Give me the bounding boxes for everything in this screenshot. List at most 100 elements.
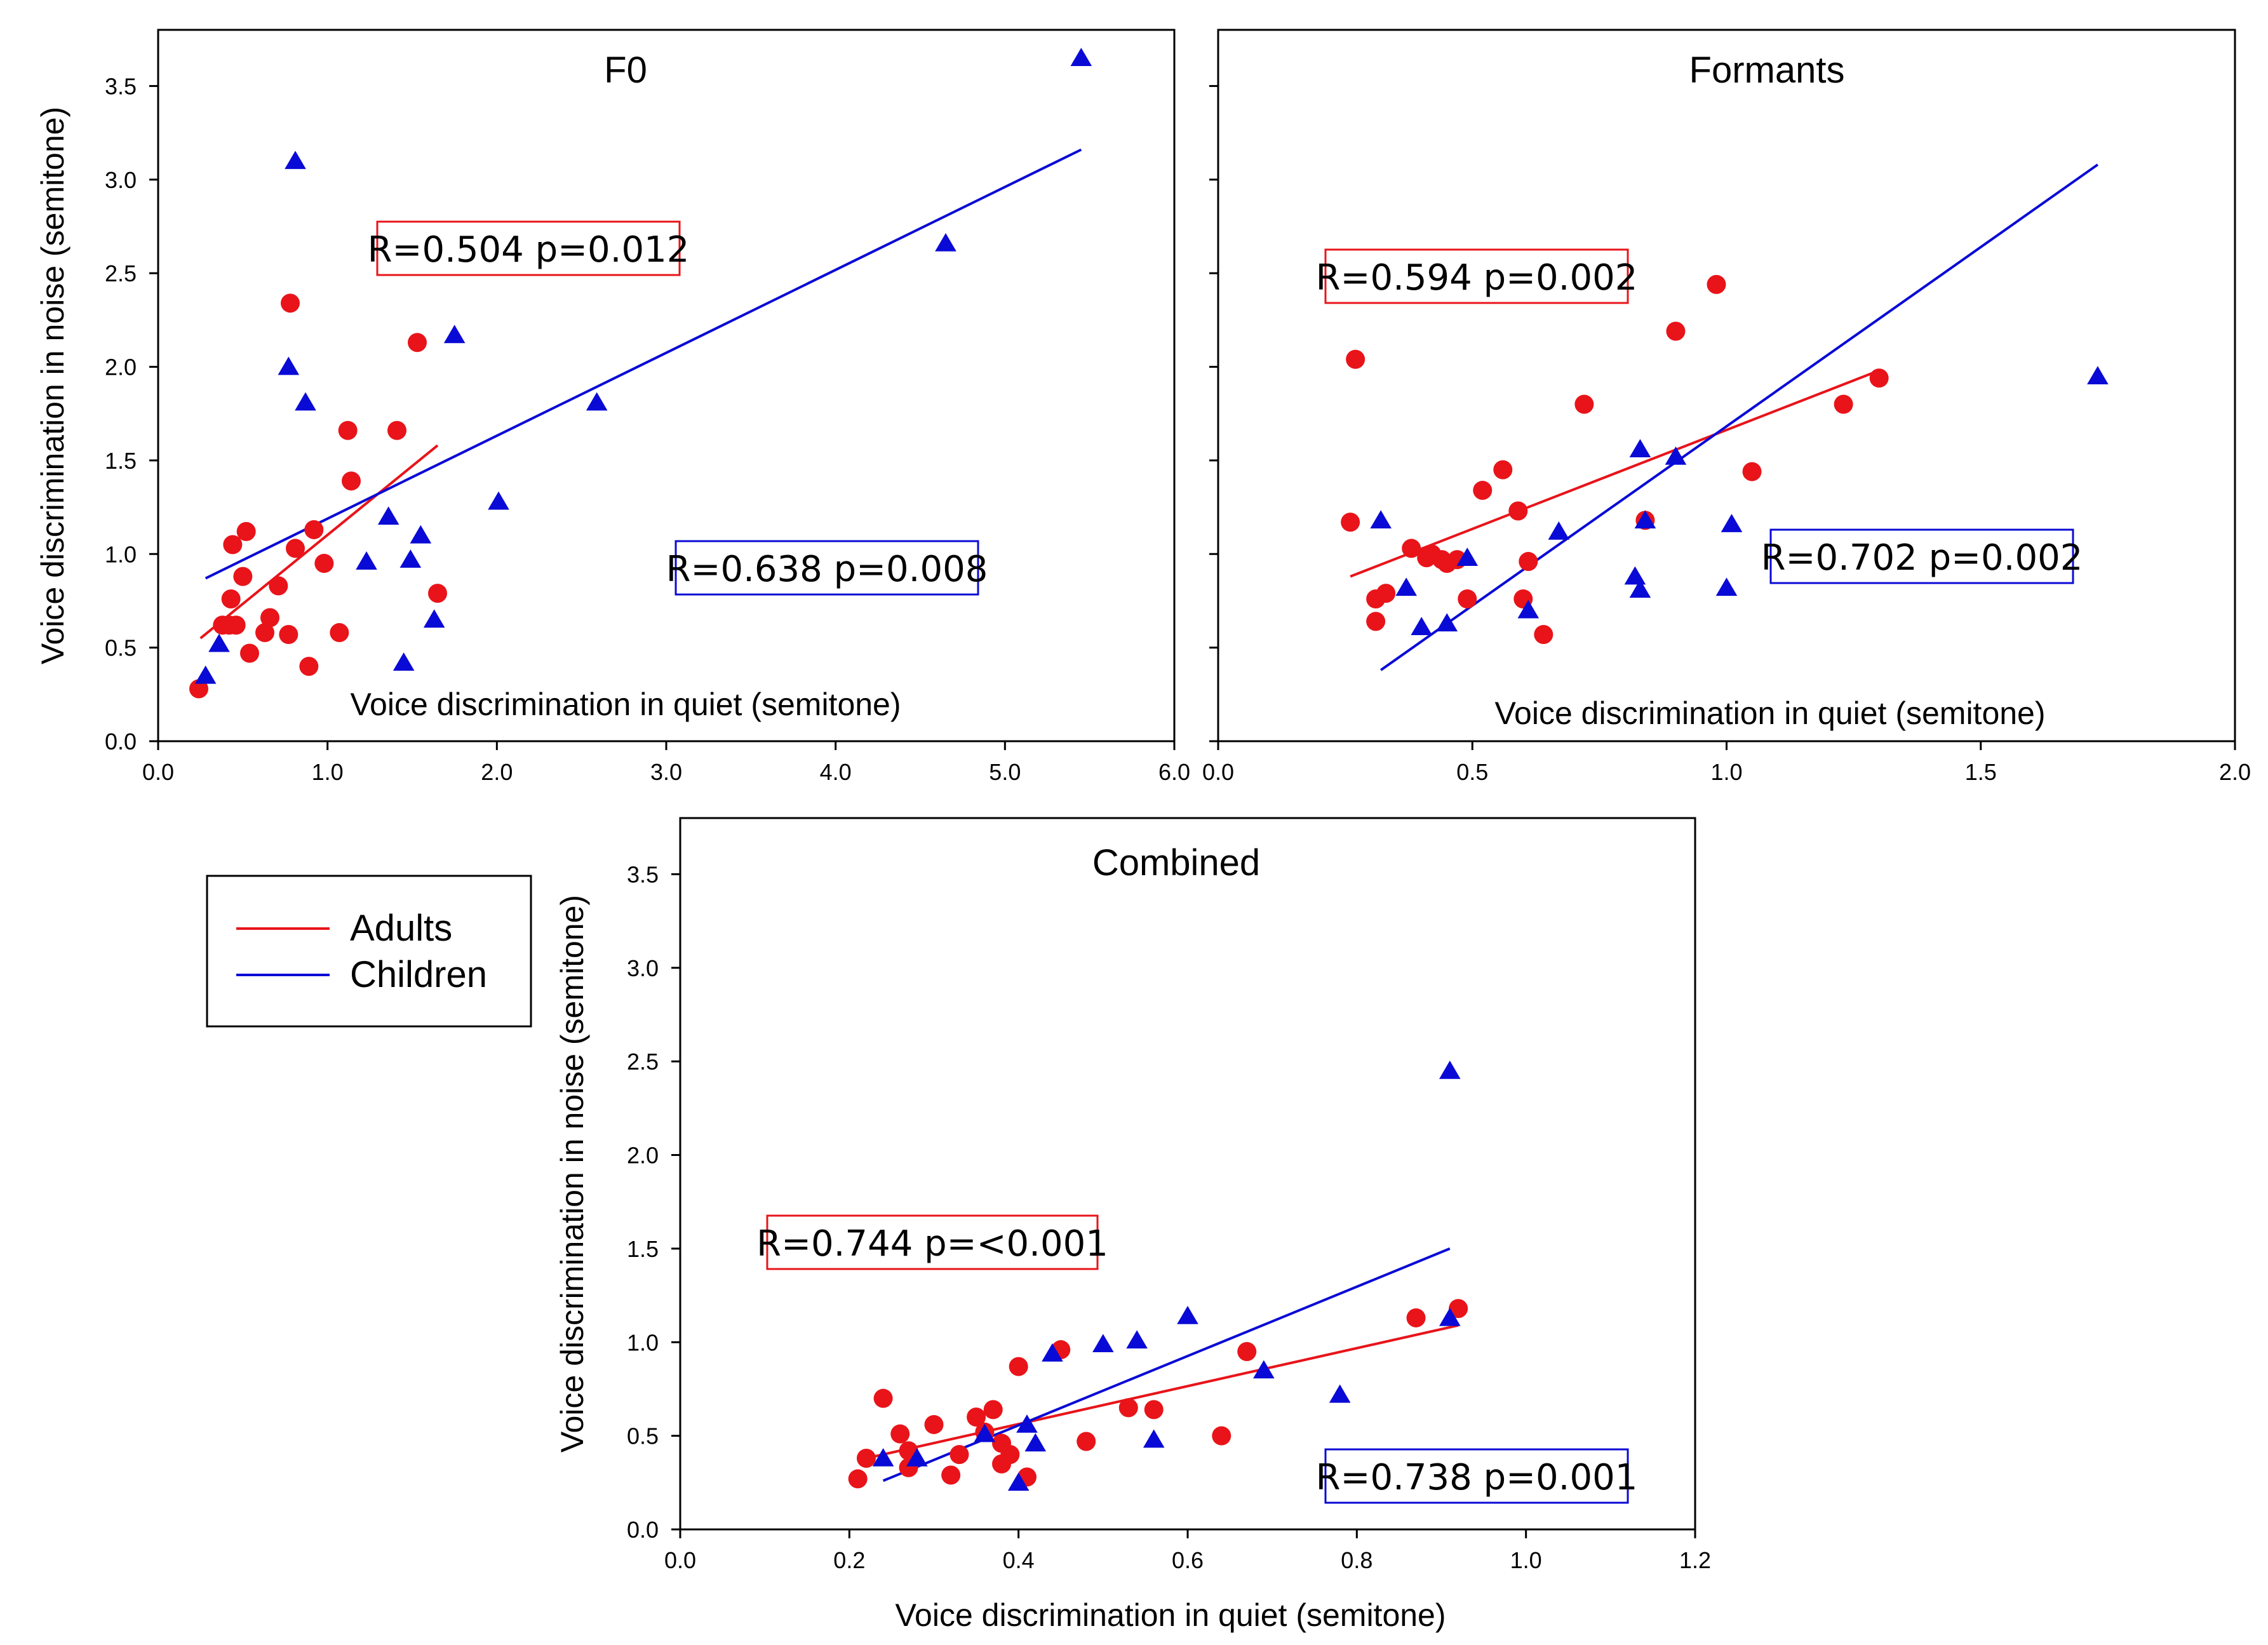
children-point [1177,1306,1198,1324]
panel-formants: Formants 0.0 0.5 1.0 1.5 2.0 Voice discrimin… [1202,29,2251,785]
adults-point [1366,612,1386,631]
adults-point [338,420,358,440]
x-tick-label: 4.0 [820,759,852,785]
adults-point [941,1465,961,1485]
x-tick-label: 0.8 [1341,1547,1372,1573]
children-point [1126,1330,1148,1349]
legend-frame [206,875,532,1028]
adults-point [1341,513,1360,532]
y-tick-label: 1.5 [627,1236,659,1262]
adults-point [1707,274,1726,294]
x-tick-label: 0.2 [833,1547,865,1573]
children-point [393,652,415,671]
children-point [399,549,422,568]
adults-point [1534,625,1553,644]
children-point [194,665,217,684]
axis-ticks: 0.0 0.2 0.4 0.6 0.8 1.0 1.2 0.0 0.5 1.0 1.5 2.0 2.5 3… [627,861,1711,1573]
adults-point [236,521,256,541]
children-point [1436,613,1458,632]
adults-stat-text: R=0.504 p=0.012 [368,229,690,271]
children-point [2087,366,2109,385]
adults-point [1574,394,1594,414]
adults-point [1666,321,1686,341]
axis-ticks: 0.0 0.5 1.0 1.5 2.0 [1202,84,2251,785]
children-fit-line [205,148,1082,580]
children-point [1715,577,1738,596]
x-tick-label: 1.0 [312,759,344,785]
adults-point [299,657,319,676]
children-point [1016,1414,1038,1433]
children-point [1624,566,1646,585]
children-point [410,525,432,544]
adults-fit-line [199,444,439,640]
adults-point [1519,552,1538,572]
children-stat-box: R=0.638 p=0.008 [666,540,988,596]
children-stat-text: R=0.738 p=0.001 [1316,1457,1638,1498]
x-tick-label: 0.5 [1456,759,1488,785]
adults-point [1376,584,1396,603]
children-point [1629,439,1651,458]
children-stat-text: R=0.702 p=0.002 [1761,537,2083,579]
data-points [1341,274,2109,644]
children-point [278,356,300,375]
x-tick-label: 2.0 [481,759,513,785]
adults-point [269,576,288,596]
adults-point [1493,460,1513,480]
children-point [935,233,956,252]
adults-stat-box: R=0.594 p=0.002 [1316,248,1638,304]
adults-point [260,608,279,628]
children-point [1411,617,1432,636]
children-point [1042,1343,1063,1362]
adults-point [1118,1398,1138,1418]
plot-frame [679,817,1696,1531]
children-point [1024,1433,1047,1452]
panel-combined: Combined 0.0 0.2 0.4 0.6 0.8 1.0 1.2 0.0 0.5 1.0 1… [554,817,1711,1633]
y-tick-label: 3.0 [627,955,659,981]
adults-point [1473,481,1493,500]
panel-title: Combined [1092,842,1260,883]
children-point [1721,514,1743,532]
x-axis-label: Voice discrimination in quiet (semitone) [350,687,901,722]
children-point [872,1448,894,1467]
children-point [1548,521,1570,540]
children-point [1143,1429,1165,1448]
adults-point [1077,1432,1096,1451]
y-tick-label: 3.0 [105,167,137,193]
x-tick-label: 1.2 [1679,1547,1711,1573]
fit-lines [199,148,1082,640]
adults-fit-line [1350,369,1880,578]
children-point [1439,1307,1461,1326]
y-tick-label: 2.0 [105,354,137,380]
x-tick-label: 0.0 [142,759,174,785]
children-point [1456,547,1479,566]
children-point [1634,510,1656,529]
adults-point [387,420,406,440]
x-tick-label: 1.5 [1965,759,1997,785]
x-tick-label: 3.0 [650,759,682,785]
adults-point [949,1445,969,1465]
children-point [1629,579,1651,598]
legend-adults-label: Adults [350,908,452,949]
children-point [423,609,445,628]
children-stat-box: R=0.738 p=0.001 [1316,1448,1638,1504]
x-tick-label: 0.0 [1202,759,1234,785]
children-point [1370,510,1392,529]
children-point [1395,577,1417,596]
panel-title: F0 [604,50,647,91]
plot-frame [1217,29,2236,742]
data-points [189,48,1092,699]
adults-stat-text: R=0.744 p=<0.001 [756,1223,1108,1265]
plot-frame [157,29,1176,742]
adults-stat-text: R=0.594 p=0.002 [1316,257,1638,299]
adults-point [1458,589,1477,608]
y-tick-label: 1.5 [105,448,137,474]
adults-point [1237,1342,1257,1361]
children-point [285,151,306,170]
x-axis-label: Voice discrimination in quiet (semitone) [895,1597,1446,1633]
children-point [1329,1384,1351,1403]
adults-point [1406,1308,1426,1327]
fit-lines [1350,163,2099,671]
children-fit-line [1380,163,2099,671]
x-tick-label: 0.4 [1003,1547,1035,1573]
adults-point [1402,539,1421,558]
